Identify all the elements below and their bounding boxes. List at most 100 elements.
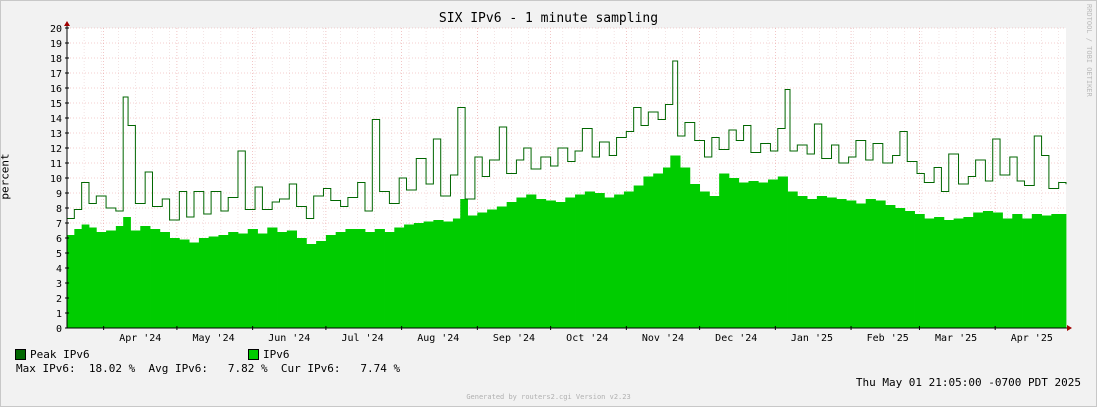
ipv6-area-segment — [836, 199, 847, 328]
peak-ipv6-point — [1024, 185, 1025, 186]
chart-title: SIX IPv6 - 1 minute sampling — [438, 11, 659, 26]
peak-ipv6-point — [608, 155, 610, 156]
peak-ipv6-point — [127, 125, 129, 126]
peak-ipv6-point — [73, 209, 75, 210]
peak-ipv6-point — [647, 111, 649, 113]
peak-ipv6-point — [735, 140, 737, 141]
peak-ipv6-point — [892, 155, 893, 156]
peak-ipv6-point — [958, 183, 959, 185]
x-axis-arrow — [1067, 325, 1072, 331]
peak-ipv6-point — [220, 210, 222, 212]
ipv6-area-segment — [140, 226, 151, 328]
ipv6-area-segment — [973, 212, 984, 328]
ipv6-area-segment — [855, 203, 867, 328]
ipv6-area-segment — [452, 218, 461, 328]
peak-ipv6-point — [193, 191, 195, 192]
peak-ipv6-point — [530, 168, 532, 170]
peak-ipv6-point — [313, 195, 315, 197]
peak-ipv6-point — [865, 159, 867, 161]
ipv6-area-series — [67, 155, 1067, 328]
ipv6-area-segment — [306, 244, 317, 328]
peak-ipv6-point — [941, 191, 942, 192]
peak-ipv6-point — [992, 138, 994, 140]
ipv6-area-segment — [404, 224, 415, 328]
peak-ipv6-point — [640, 125, 642, 126]
x-tick-label: Jun '24 — [268, 333, 310, 344]
ipv6-area-segment — [169, 238, 180, 328]
ipv6-area-segment — [208, 236, 219, 328]
ipv6-area-segment — [545, 200, 556, 328]
peak-ipv6-point — [591, 156, 593, 158]
ipv6-area-segment — [633, 185, 644, 328]
peak-ipv6-point — [415, 158, 417, 159]
ipv6-area-segment — [575, 194, 586, 328]
y-tick-label: 10 — [50, 174, 62, 185]
peak-ipv6-point — [906, 161, 908, 162]
peak-ipv6-point — [574, 150, 576, 152]
ipv6-area-segment — [565, 197, 576, 328]
y-tick-label: 2 — [56, 294, 62, 305]
peak-ipv6-line-series — [66, 60, 1067, 221]
ipv6-area-segment — [709, 196, 720, 328]
ipv6-area-segment — [934, 217, 945, 328]
ipv6-area-segment — [535, 199, 547, 328]
peak-ipv6-point — [625, 131, 627, 132]
peak-ipv6-point — [169, 219, 170, 221]
peak-ipv6-point — [550, 165, 552, 167]
rrdtool-side-label: RRDTOOL / TOBI OETIKER — [1085, 4, 1093, 98]
peak-ipv6-point — [581, 128, 583, 129]
peak-ipv6-point — [105, 207, 107, 209]
peak-ipv6-point — [161, 198, 163, 200]
peak-ipv6-point — [616, 137, 617, 138]
y-tick-label: 3 — [56, 279, 62, 290]
peak-ipv6-point — [1041, 155, 1042, 156]
ipv6-area-segment — [895, 208, 906, 328]
peak-ipv6-point — [323, 188, 324, 189]
ipv6-area-segment — [963, 217, 974, 328]
peak-ipv6-point — [262, 209, 263, 210]
ipv6-area-segment — [670, 155, 681, 328]
peak-ipv6-point — [677, 135, 679, 137]
peak-ipv6-point — [975, 159, 977, 161]
peak-ipv6-point — [457, 107, 459, 108]
ipv6-area-segment — [1051, 214, 1067, 328]
x-tick-label: Sep '24 — [493, 333, 535, 344]
ipv6-area-segment — [106, 230, 117, 328]
peak-ipv6-point — [1009, 156, 1011, 158]
ipv6-area-segment — [433, 220, 444, 328]
ipv6-area-segment — [345, 229, 356, 328]
peak-ipv6-point — [1065, 183, 1067, 185]
peak-ipv6-point — [178, 191, 180, 192]
ipv6-area-segment — [123, 217, 131, 328]
ipv6-area-segment — [924, 218, 935, 328]
peak-ipv6-point — [227, 197, 229, 198]
ipv6-area-segment — [384, 232, 395, 328]
y-tick-label: 17 — [50, 69, 62, 80]
x-tick-label: May '24 — [192, 333, 234, 344]
peak-ipv6-point — [704, 156, 705, 158]
peak-ipv6-point — [821, 158, 823, 159]
peak-ipv6-point — [916, 173, 918, 174]
ipv6-area-segment — [257, 233, 268, 328]
ipv6-area-segment — [1022, 218, 1033, 328]
y-tick-label: 16 — [50, 84, 62, 95]
ipv6-area-segment — [623, 191, 635, 328]
ipv6-area-segment — [555, 202, 566, 328]
ipv6-area-segment — [943, 220, 955, 328]
ipv6-area-segment — [477, 212, 488, 328]
peak-ipv6-point — [984, 180, 986, 182]
ipv6-area-segment — [218, 235, 229, 328]
peak-ipv6-point — [347, 197, 349, 198]
y-tick-label: 1 — [56, 309, 62, 320]
peak-ipv6-point — [848, 156, 850, 158]
peak-ipv6-point — [657, 119, 659, 120]
ipv6-area-segment — [159, 232, 170, 328]
y-tick-label: 5 — [56, 249, 62, 260]
peak-ipv6-point — [711, 137, 713, 138]
ipv6-area-segment — [115, 226, 124, 328]
ipv6-area-segment — [594, 193, 605, 328]
ipv6-area-segment — [662, 167, 671, 328]
peak-ipv6-point — [340, 206, 341, 207]
